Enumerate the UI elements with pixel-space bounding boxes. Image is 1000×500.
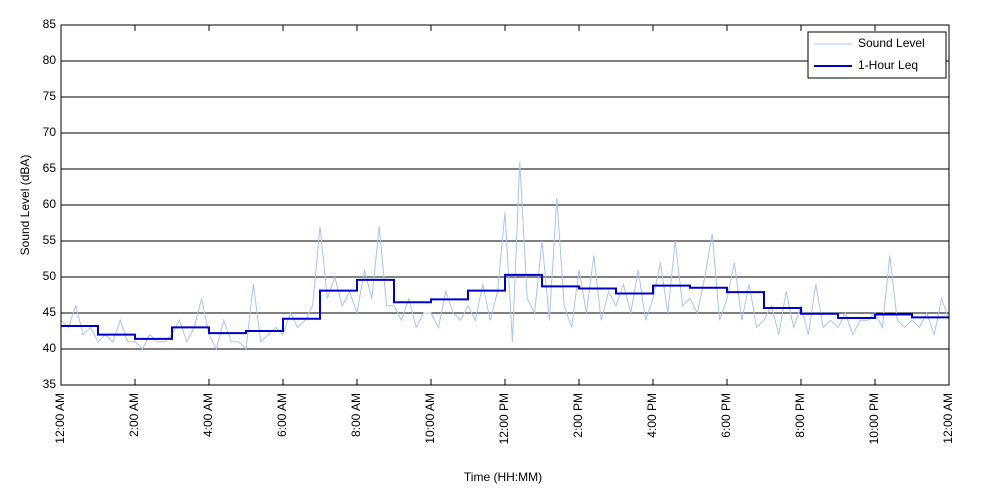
x-tick-label: 6:00 PM <box>719 393 733 438</box>
y-axis-label: Sound Level (dBA) <box>18 155 32 256</box>
x-tick-label: 12:00 AM <box>941 393 955 444</box>
step-line <box>61 273 949 340</box>
x-tick-label: 2:00 AM <box>127 393 141 437</box>
y-tick-label: 35 <box>43 377 57 391</box>
legend-label: 1-Hour Leq <box>858 58 918 72</box>
x-tick-label: 4:00 PM <box>645 393 659 438</box>
x-tick-label: 12:00 AM <box>53 393 67 444</box>
x-tick-label: 12:00 PM <box>497 393 511 444</box>
legend-label: Sound Level <box>858 36 925 50</box>
y-tick-label: 40 <box>43 341 57 355</box>
y-tick-label: 85 <box>43 17 57 31</box>
x-tick-label: 8:00 PM <box>793 393 807 438</box>
y-tick-label: 80 <box>43 53 57 67</box>
x-tick-label: 10:00 AM <box>423 393 437 444</box>
x-tick-label: 4:00 AM <box>201 393 215 437</box>
plot-frame <box>60 24 950 386</box>
y-tick-label: 70 <box>43 125 57 139</box>
y-tick-label: 55 <box>43 233 57 247</box>
series-line <box>60 161 950 351</box>
x-tick-label: 10:00 PM <box>867 393 881 444</box>
y-tick-label: 75 <box>43 89 57 103</box>
y-tick-label: 50 <box>43 269 57 283</box>
x-axis-label: Time (HH:MM) <box>464 470 542 484</box>
y-tick-label: 65 <box>43 161 57 175</box>
y-tick-label: 60 <box>43 197 57 211</box>
x-tick-label: 6:00 AM <box>275 393 289 437</box>
x-tick-label: 2:00 PM <box>571 393 585 438</box>
y-tick-label: 45 <box>43 305 57 319</box>
legend-box <box>807 31 947 79</box>
x-tick-label: 8:00 AM <box>349 393 363 437</box>
